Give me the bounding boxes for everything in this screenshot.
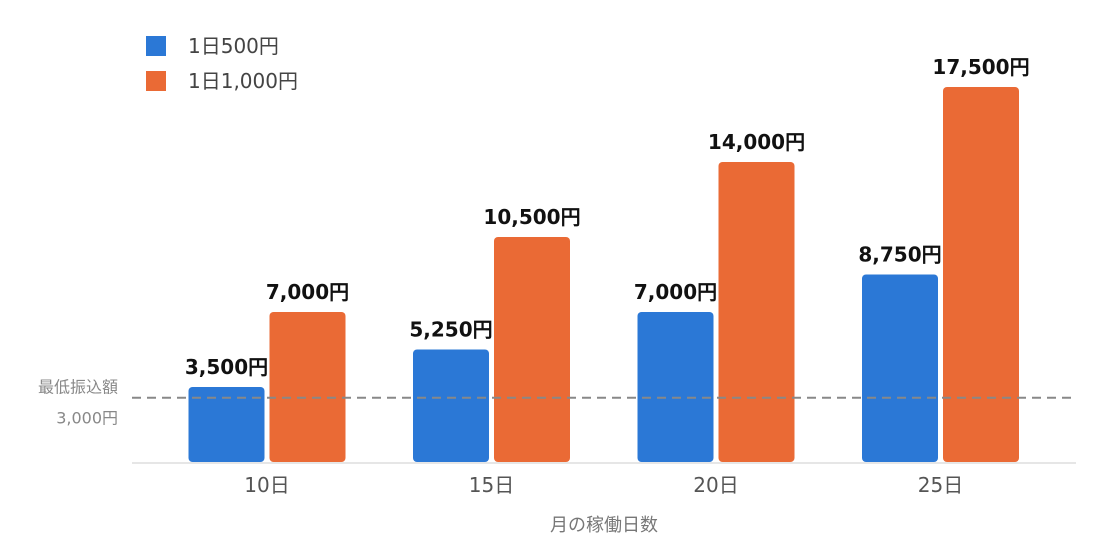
x-tick-label-2: 15日 bbox=[469, 473, 514, 497]
x-tick-label-3: 20日 bbox=[693, 473, 738, 497]
data-label-series-2-4: 17,500円 bbox=[932, 55, 1029, 79]
data-labels-group: 3,500円 7,000円 5,250円 10,500円 7,000円 14,000円 8,… bbox=[185, 55, 1030, 379]
bar-series-1-1 bbox=[188, 387, 265, 462]
data-label-series-1-4: 8,750円 bbox=[858, 243, 941, 267]
data-label-series-2-3: 14,000円 bbox=[708, 130, 805, 154]
data-label-series-1-1: 3,500円 bbox=[185, 355, 268, 379]
legend-label-series-2: 1日1,000円 bbox=[188, 69, 298, 93]
bar-series-2-2 bbox=[494, 237, 570, 462]
bars-group bbox=[188, 87, 1019, 462]
bar-series-2-3 bbox=[718, 162, 795, 462]
bar-series-1-3 bbox=[637, 312, 714, 462]
data-label-series-2-1: 7,000円 bbox=[266, 280, 349, 304]
reference-line-label: 最低振込額 bbox=[38, 378, 118, 397]
bar-series-2-4 bbox=[943, 87, 1019, 462]
bar-series-1-2 bbox=[413, 349, 489, 462]
x-tick-label-1: 10日 bbox=[244, 473, 289, 497]
data-label-series-1-2: 5,250円 bbox=[409, 318, 492, 342]
legend-label-series-1: 1日500円 bbox=[188, 34, 279, 58]
bar-series-2-1 bbox=[269, 312, 346, 462]
reference-line-value: 3,000円 bbox=[56, 409, 118, 428]
legend: 1日500円 1日1,000円 bbox=[146, 34, 298, 93]
data-label-series-1-3: 7,000円 bbox=[634, 280, 717, 304]
x-axis-title: 月の稼働日数 bbox=[550, 515, 658, 536]
x-tick-label-4: 25日 bbox=[918, 473, 963, 497]
x-axis-ticks: 10日 15日 20日 25日 bbox=[244, 473, 963, 497]
legend-swatch-series-1 bbox=[146, 36, 166, 56]
data-label-series-2-2: 10,500円 bbox=[483, 205, 580, 229]
bar-series-1-4 bbox=[862, 274, 938, 462]
legend-swatch-series-2 bbox=[146, 71, 166, 91]
